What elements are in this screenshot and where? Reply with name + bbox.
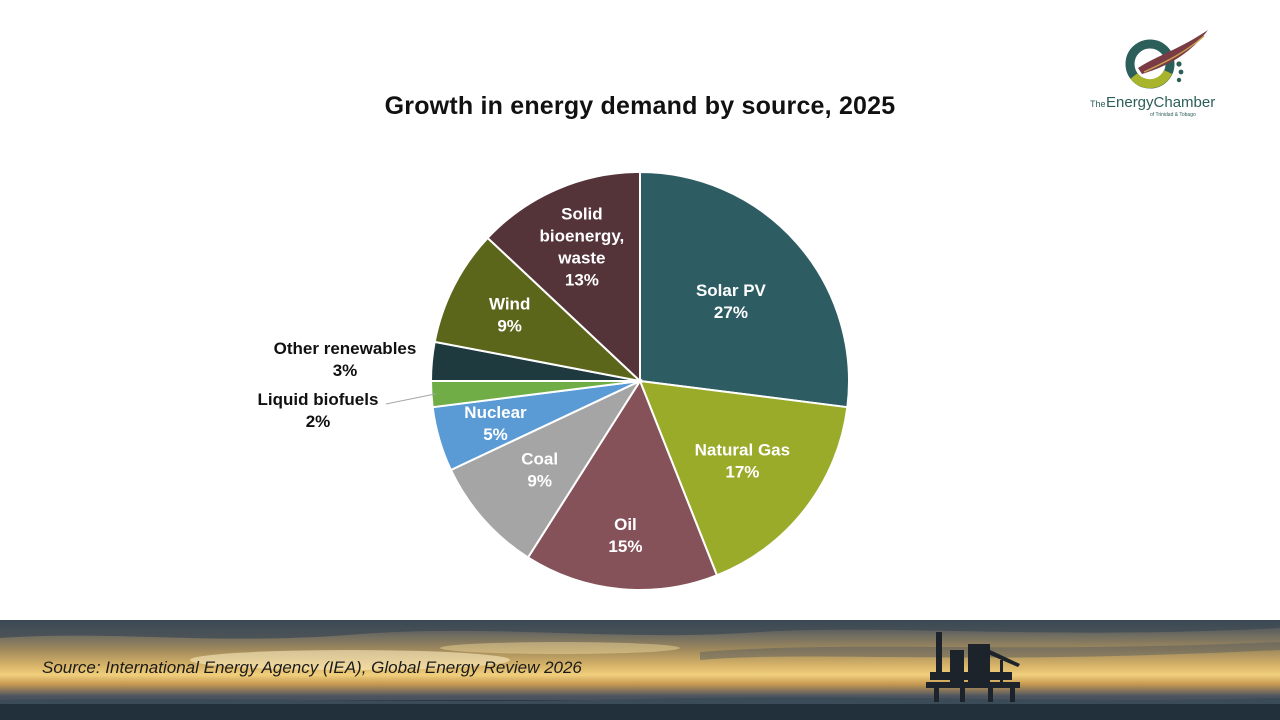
data-label-oil: Oil 15% [608,515,642,556]
data-label-otherrenewables: Other renewables 3% [274,339,417,380]
footer-banner-image [0,620,1280,720]
data-label-value: 15% [608,537,642,556]
data-label-value: 5% [483,425,508,444]
data-label-text: Liquid biofuels [258,390,379,409]
data-label-text: Coal [521,449,558,468]
data-label-text: Solid [561,205,603,224]
data-label-coal: Coal 9% [521,449,558,490]
data-label-text: Nuclear [464,403,527,422]
pie-slice-solid-bioenergy-waste [486,170,641,384]
pie-labels: Solar PV 27% Natural Gas 17% Oil 15% Coal 9% Nuc… [258,205,791,556]
data-label-naturalgas: Natural Gas 17% [695,440,790,481]
data-label-value: 3% [333,361,358,380]
data-label-value: 2% [306,412,331,431]
data-label-wind: Wind 9% [489,295,530,336]
chart-title: Growth in energy demand by source, 2025 [384,92,896,120]
pie-chart: Solar PV 27% Natural Gas 17% Oil 15% Coal 9% Nuc… [258,170,850,591]
data-label-nuclear: Nuclear 5% [464,403,527,444]
pie-slice-solarpv [639,170,850,409]
data-label-text: waste [557,249,605,268]
data-label-text: Natural Gas [695,440,790,459]
logo-emblem-icon: The EnergyChamber of Trinidad & Tobago [1090,30,1215,118]
data-label-text: Other renewables [274,339,417,358]
data-label-value: 13% [565,271,599,290]
pie-slice-coal [449,378,643,559]
data-label-value: 17% [725,462,759,481]
pie-slice-wind [433,236,644,383]
leader-line-liquid-biofuels [385,393,436,405]
source-citation: Source: International Energy Agency (IEA… [42,658,582,677]
data-label-text: bioenergy, [540,227,625,246]
ocean-oil-rig-icon [0,620,1280,720]
data-label-value: 27% [714,303,748,322]
data-label-text: Solar PV [696,281,767,300]
pie-slice-naturalgas [638,379,849,577]
pie-slices [429,170,850,591]
data-label-text: Oil [614,515,637,534]
logo-name: EnergyChamber [1106,94,1215,111]
data-label-liquidbiofuels: Liquid biofuels 2% [258,390,379,431]
data-label-value: 9% [527,471,552,490]
pie-slice-oil [526,378,719,591]
data-label-value: 9% [497,317,522,336]
data-label-solarpv: Solar PV 27% [696,281,767,322]
energy-chamber-logo: The EnergyChamber of Trinidad & Tobago [1086,28,1236,123]
logo-subline: of Trinidad & Tobago [1150,112,1196,118]
logo-prefix: The [1090,99,1106,109]
data-label-text: Wind [489,295,530,314]
data-label-solid-bioenergy-waste: Solid bioenergy, waste 13% [540,205,625,290]
